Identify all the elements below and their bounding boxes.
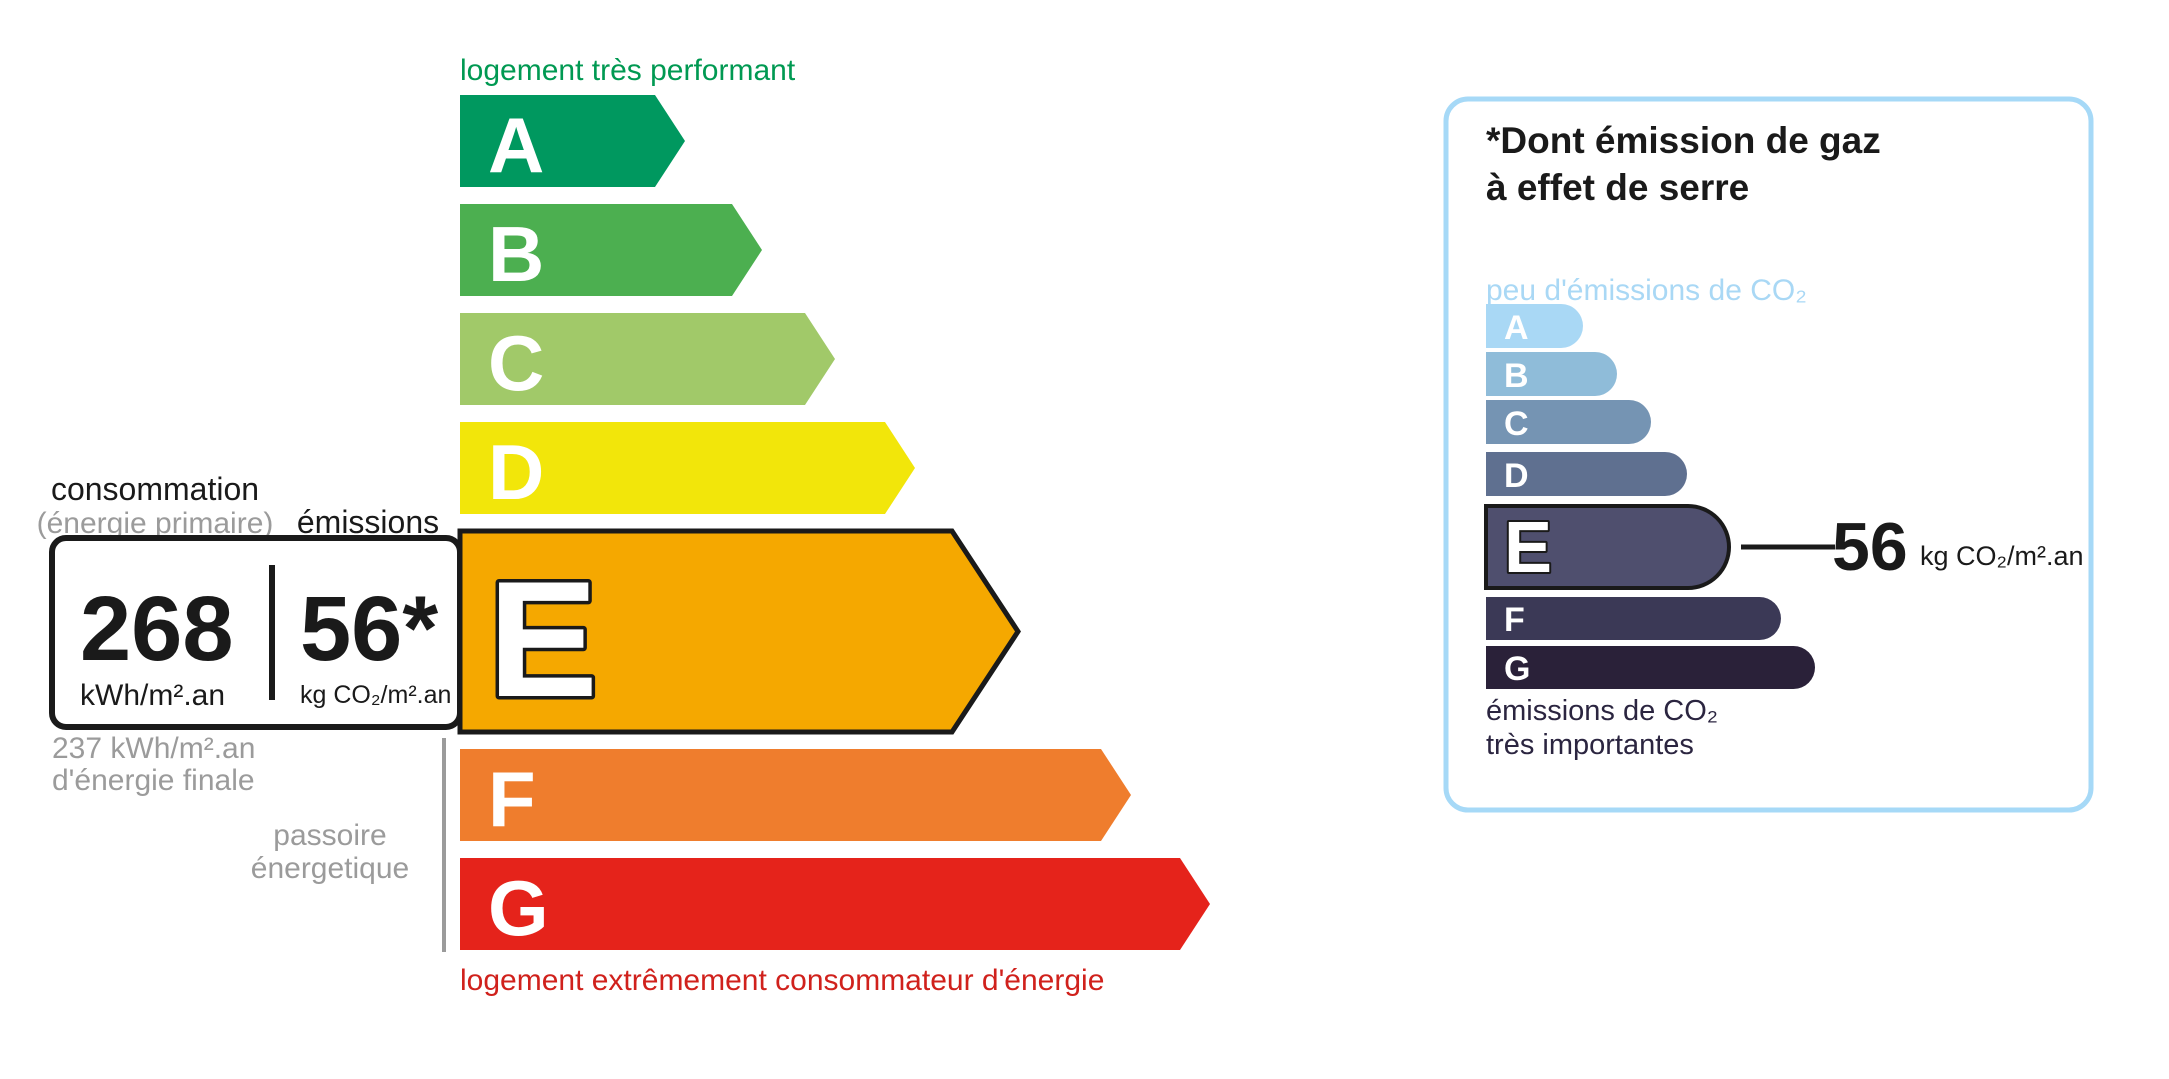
svg-text:à effet de serre: à effet de serre (1486, 167, 1749, 208)
svg-text:consommation: consommation (51, 471, 259, 507)
svg-text:B: B (488, 210, 544, 298)
svg-text:A: A (488, 101, 544, 189)
svg-text:A: A (1504, 309, 1529, 347)
svg-text:F: F (1504, 601, 1525, 639)
svg-text:logement extrêmement consommat: logement extrêmement consommateur d'éner… (460, 964, 1104, 997)
svg-text:C: C (1504, 405, 1529, 443)
svg-text:C: C (488, 319, 544, 407)
svg-text:F: F (488, 755, 536, 843)
svg-text:émissions de CO₂: émissions de CO₂ (1486, 695, 1718, 727)
svg-text:logement très performant: logement très performant (460, 54, 796, 87)
svg-text:D: D (1504, 457, 1529, 495)
svg-text:d'énergie finale: d'énergie finale (52, 764, 255, 797)
svg-text:E: E (488, 547, 598, 731)
svg-text:E: E (1504, 508, 1552, 588)
svg-text:kg CO₂/m².an: kg CO₂/m².an (300, 681, 451, 709)
svg-text:émissions: émissions (297, 504, 439, 540)
svg-text:passoire: passoire (273, 819, 386, 852)
svg-text:peu d'émissions de CO₂: peu d'émissions de CO₂ (1486, 274, 1807, 307)
svg-text:énergetique: énergetique (251, 852, 409, 885)
svg-text:56: 56 (1832, 509, 1908, 585)
svg-text:237 kWh/m².an: 237 kWh/m².an (52, 732, 255, 765)
svg-text:G: G (488, 864, 549, 952)
svg-text:kg CO₂/m².an: kg CO₂/m².an (1920, 541, 2084, 571)
svg-text:G: G (1504, 650, 1530, 688)
svg-text:kWh/m².an: kWh/m².an (80, 679, 225, 712)
svg-text:*Dont émission de gaz: *Dont émission de gaz (1486, 120, 1881, 161)
svg-text:D: D (488, 428, 544, 516)
svg-text:268: 268 (80, 578, 234, 680)
svg-text:56*: 56* (300, 578, 438, 680)
svg-text:très importantes: très importantes (1486, 729, 1694, 761)
svg-text:B: B (1504, 357, 1529, 395)
